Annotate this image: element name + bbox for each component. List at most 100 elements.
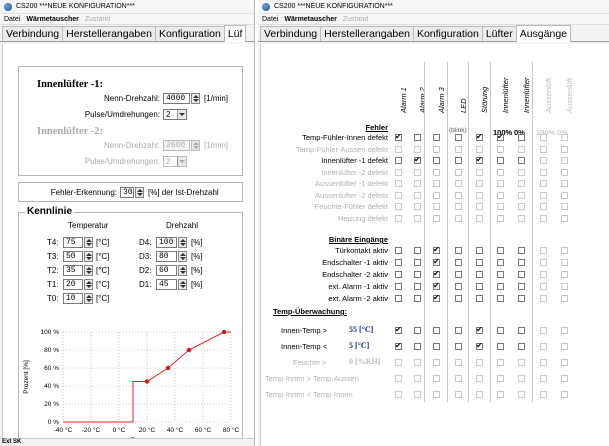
tab-herstellerangaben[interactable]: Herstellerangaben	[320, 26, 414, 41]
output-checkbox[interactable]	[476, 191, 483, 199]
temp-point-spinner[interactable]	[84, 251, 93, 262]
output-checkbox[interactable]	[455, 214, 462, 222]
speed-point-input[interactable]: 100	[156, 237, 177, 248]
output-checkbox[interactable]	[540, 327, 547, 334]
tab-herstellerangaben[interactable]: Herstellerangaben	[62, 26, 156, 41]
output-checkbox[interactable]	[395, 283, 402, 290]
output-checkbox[interactable]	[540, 214, 547, 222]
output-checkbox[interactable]	[414, 295, 421, 302]
tab-verbindung[interactable]: Verbindung	[2, 26, 64, 41]
output-checkbox[interactable]	[414, 327, 421, 334]
output-checkbox[interactable]	[455, 327, 462, 334]
output-checkbox[interactable]	[540, 359, 547, 366]
innen1-puls-select[interactable]: 2	[163, 109, 187, 120]
temp-point-input[interactable]: 20	[63, 279, 83, 290]
output-checkbox[interactable]	[540, 168, 547, 176]
output-checkbox[interactable]	[518, 157, 525, 164]
output-checkbox[interactable]	[518, 343, 525, 350]
output-checkbox[interactable]	[433, 203, 440, 210]
output-checkbox[interactable]	[561, 168, 568, 176]
output-checkbox[interactable]	[433, 269, 440, 278]
output-checkbox[interactable]	[497, 295, 504, 302]
output-checkbox[interactable]	[497, 327, 504, 334]
output-checkbox[interactable]	[497, 391, 504, 398]
output-checkbox[interactable]	[476, 168, 483, 176]
output-checkbox[interactable]	[518, 359, 525, 366]
output-checkbox[interactable]	[455, 203, 462, 210]
output-checkbox[interactable]	[395, 214, 402, 222]
output-checkbox[interactable]	[414, 359, 421, 366]
output-checkbox[interactable]	[455, 247, 462, 254]
output-checkbox[interactable]	[518, 214, 525, 222]
output-checkbox[interactable]	[561, 191, 568, 199]
output-checkbox[interactable]	[540, 157, 547, 164]
output-checkbox[interactable]	[476, 375, 483, 382]
output-checkbox[interactable]	[414, 391, 421, 398]
output-checkbox[interactable]	[497, 168, 504, 176]
output-checkbox[interactable]	[561, 203, 568, 210]
output-checkbox[interactable]	[433, 134, 440, 141]
output-checkbox[interactable]	[561, 283, 568, 290]
output-checkbox[interactable]	[476, 247, 483, 254]
threshold-value[interactable]: 5 [°C]	[349, 341, 370, 350]
output-checkbox[interactable]	[561, 247, 568, 254]
output-checkbox[interactable]	[561, 391, 568, 398]
output-checkbox[interactable]	[497, 375, 504, 382]
output-checkbox[interactable]	[455, 191, 462, 199]
output-checkbox[interactable]	[476, 295, 483, 302]
output-checkbox[interactable]	[497, 203, 504, 210]
output-checkbox[interactable]	[497, 359, 504, 366]
output-checkbox[interactable]	[395, 180, 402, 187]
output-checkbox[interactable]	[540, 343, 547, 350]
output-checkbox[interactable]	[455, 391, 462, 398]
output-checkbox[interactable]	[455, 283, 462, 290]
output-checkbox[interactable]	[455, 295, 462, 302]
output-checkbox[interactable]	[433, 343, 440, 350]
output-checkbox[interactable]	[455, 168, 462, 176]
output-checkbox[interactable]	[395, 132, 402, 141]
output-checkbox[interactable]	[561, 375, 568, 382]
output-checkbox[interactable]	[518, 327, 525, 334]
output-checkbox[interactable]	[540, 145, 547, 153]
output-checkbox[interactable]	[433, 191, 440, 199]
output-checkbox[interactable]	[395, 259, 402, 266]
temp-point-input[interactable]: 75	[63, 237, 83, 248]
output-checkbox[interactable]	[414, 180, 421, 187]
output-checkbox[interactable]	[455, 157, 462, 164]
menu-waermetauscher[interactable]: Wärmetauscher	[26, 15, 79, 23]
speed-point-input[interactable]: 60	[156, 265, 177, 276]
output-checkbox[interactable]	[540, 391, 547, 398]
output-checkbox[interactable]	[540, 180, 547, 187]
output-checkbox[interactable]	[476, 283, 483, 290]
output-checkbox[interactable]	[395, 341, 402, 350]
output-checkbox[interactable]	[518, 145, 525, 153]
output-checkbox[interactable]	[433, 145, 440, 153]
output-checkbox[interactable]	[395, 359, 402, 366]
output-checkbox[interactable]	[561, 134, 568, 141]
output-checkbox[interactable]	[540, 259, 547, 266]
output-checkbox[interactable]	[433, 214, 440, 222]
speed-point-input[interactable]: 45	[156, 279, 177, 290]
output-checkbox[interactable]	[433, 157, 440, 164]
output-checkbox[interactable]	[476, 359, 483, 366]
output-checkbox[interactable]	[497, 145, 504, 153]
output-checkbox[interactable]	[540, 247, 547, 254]
menu-datei[interactable]: Datei	[262, 15, 279, 23]
output-checkbox[interactable]	[540, 203, 547, 210]
menu-waermetauscher[interactable]: Wärmetauscher	[284, 15, 337, 23]
output-checkbox[interactable]	[414, 214, 421, 222]
output-checkbox[interactable]	[476, 325, 483, 334]
temp-point-input[interactable]: 10	[63, 293, 83, 304]
output-checkbox[interactable]	[476, 259, 483, 266]
temp-point-spinner[interactable]	[84, 265, 93, 276]
output-checkbox[interactable]	[395, 375, 402, 382]
output-checkbox[interactable]	[518, 247, 525, 254]
output-checkbox[interactable]	[414, 271, 421, 278]
output-checkbox[interactable]	[476, 271, 483, 278]
output-checkbox[interactable]	[518, 134, 525, 141]
output-checkbox[interactable]	[561, 145, 568, 153]
output-checkbox[interactable]	[476, 132, 483, 141]
output-checkbox[interactable]	[433, 375, 440, 382]
output-checkbox[interactable]	[414, 259, 421, 266]
output-checkbox[interactable]	[497, 259, 504, 266]
